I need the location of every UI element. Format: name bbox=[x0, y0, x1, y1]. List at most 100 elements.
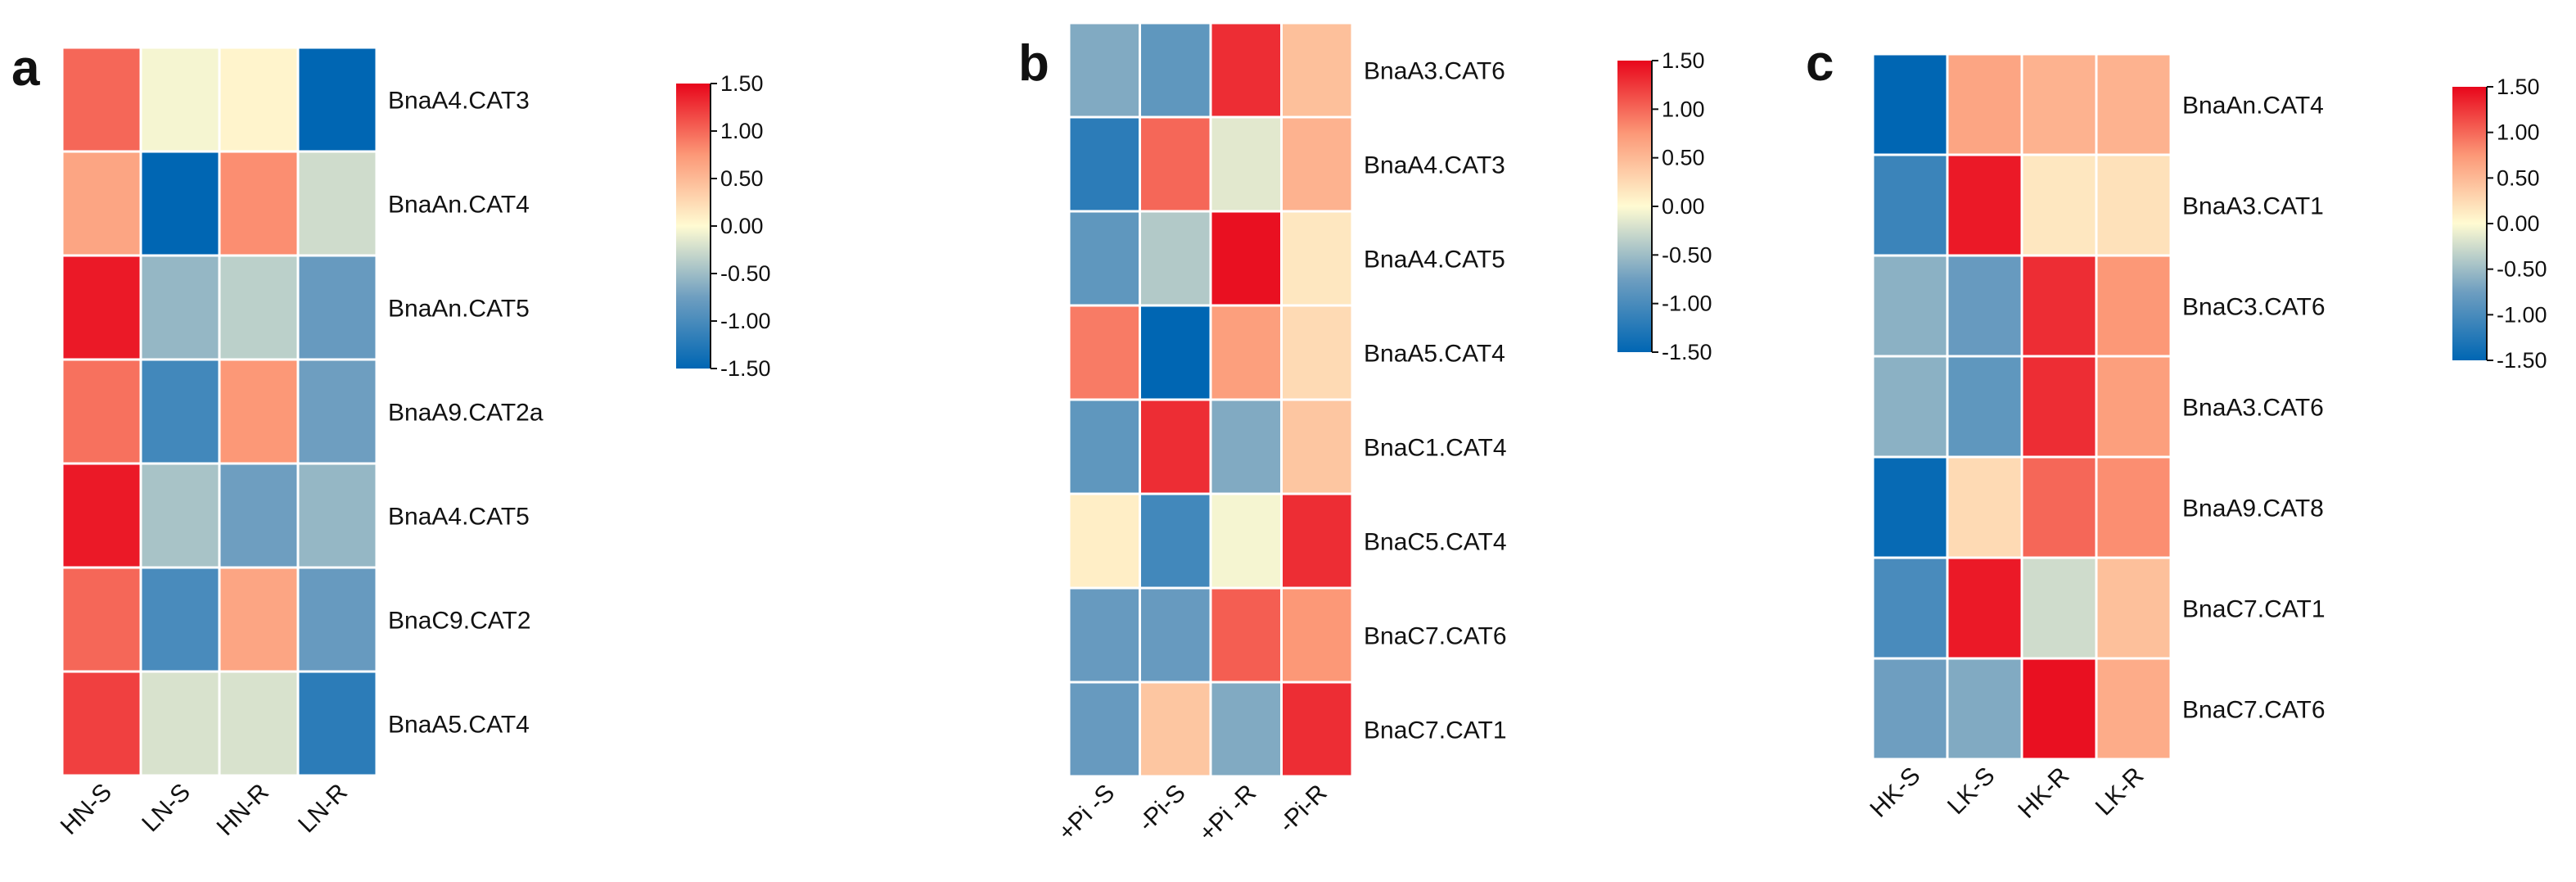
column-label: LK-S bbox=[1942, 762, 2001, 821]
heatmap-cell bbox=[218, 46, 300, 153]
heatmap-cell bbox=[1139, 492, 1212, 590]
heatmap-cell bbox=[139, 566, 221, 673]
row-labels: BnaAn.CAT4 BnaA3.CAT1 BnaC3.CAT6 BnaA3.CAT6… bbox=[2182, 93, 2326, 724]
column-label: -Pi-R bbox=[1274, 780, 1333, 839]
row-label: BnaA4.CAT5 bbox=[388, 504, 530, 531]
row-label: BnaAn.CAT5 bbox=[388, 296, 530, 323]
column-label: LN-S bbox=[137, 779, 196, 838]
color-scale-tick-label: -1.50 bbox=[2497, 348, 2547, 373]
row-labels: BnaA4.CAT3 BnaAn.CAT4 BnaAn.CAT5 BnaA9.CAT2… bbox=[388, 88, 544, 739]
heatmap-cell bbox=[1139, 681, 1212, 778]
heatmap-cell bbox=[1067, 492, 1141, 590]
heatmap-cell bbox=[1139, 115, 1212, 213]
color-scale-bar bbox=[2452, 87, 2487, 360]
heatmap-cell bbox=[1871, 657, 1949, 761]
heatmap-cell bbox=[139, 670, 221, 777]
heatmap-cell bbox=[2095, 52, 2172, 156]
heatmap-cell bbox=[1280, 210, 1354, 307]
heatmap-cell bbox=[2020, 254, 2098, 358]
panel-label: b bbox=[1018, 35, 1049, 92]
heatmap-cell bbox=[1067, 115, 1141, 213]
heatmap-cell bbox=[296, 566, 378, 673]
color-scale-bar bbox=[676, 84, 711, 369]
heatmap-panel-c: c BnaAn.CAT4 BnaA3.CAT1 BnaC3.CAT6 BnaA3.CA… bbox=[1806, 35, 2547, 824]
color-scale-tick-label: 1.00 bbox=[2497, 120, 2540, 145]
row-label: BnaC1.CAT4 bbox=[1364, 435, 1507, 462]
heatmap-cell bbox=[218, 670, 300, 777]
heatmap-cell bbox=[218, 254, 300, 361]
heatmap-cell bbox=[139, 254, 221, 361]
heatmap-cell bbox=[61, 254, 142, 361]
heatmap-cell bbox=[1209, 21, 1283, 119]
heatmap-cell bbox=[1946, 455, 2023, 559]
heatmap-cell bbox=[218, 566, 300, 673]
heatmap-cell bbox=[1067, 304, 1141, 401]
heatmap-cell bbox=[139, 462, 221, 569]
heatmap-cell bbox=[61, 670, 142, 777]
color-scale-tick-label: -0.50 bbox=[2497, 257, 2547, 282]
color-scale-tick-label: -1.00 bbox=[2497, 302, 2547, 327]
color-scale-tick-label: -1.50 bbox=[720, 356, 771, 381]
heatmap-cell bbox=[1871, 455, 1949, 559]
color-scale-tick-label: 1.50 bbox=[720, 71, 764, 96]
column-label: HK-S bbox=[1865, 762, 1925, 823]
heatmap-cell bbox=[61, 46, 142, 153]
heatmap-cell bbox=[1280, 586, 1354, 684]
heatmap-cell bbox=[1946, 153, 2023, 257]
row-label: BnaA3.CAT6 bbox=[2182, 395, 2324, 422]
heatmap-grid bbox=[61, 46, 378, 777]
heatmap-cell bbox=[296, 670, 378, 777]
row-label: BnaC9.CAT2 bbox=[388, 608, 531, 635]
row-label: BnaA4.CAT3 bbox=[388, 88, 530, 115]
row-label: BnaA9.CAT8 bbox=[2182, 495, 2324, 522]
heatmap-cell bbox=[1946, 52, 2023, 156]
column-label: HN-R bbox=[212, 779, 274, 841]
heatmap-cell bbox=[1209, 304, 1283, 401]
row-label: BnaC5.CAT4 bbox=[1364, 529, 1507, 556]
heatmap-cell bbox=[1209, 681, 1283, 778]
heatmap-cell bbox=[1139, 304, 1212, 401]
row-label: BnaC7.CAT6 bbox=[1364, 623, 1507, 650]
color-scale-tick-label: 1.00 bbox=[1662, 97, 1705, 121]
row-label: BnaAn.CAT4 bbox=[2182, 93, 2324, 120]
color-scale-tick-label: 1.50 bbox=[1662, 48, 1705, 73]
row-label: BnaC7.CAT6 bbox=[2182, 697, 2326, 724]
heatmap-cell bbox=[1209, 492, 1283, 590]
heatmap-cell bbox=[296, 150, 378, 257]
heatmap-cell bbox=[1280, 681, 1354, 778]
row-label: BnaA5.CAT4 bbox=[388, 712, 530, 739]
heatmap-cell bbox=[1871, 153, 1949, 257]
column-label: HN-S bbox=[56, 779, 117, 840]
color-scale-tick-label: 0.00 bbox=[1662, 194, 1705, 219]
color-scale-tick-label: 0.50 bbox=[1662, 146, 1705, 170]
column-label: HK-R bbox=[2013, 762, 2074, 824]
heatmap-cell bbox=[1139, 21, 1212, 119]
row-label: BnaA3.CAT1 bbox=[2182, 193, 2324, 220]
heatmap-cell bbox=[296, 46, 378, 153]
row-label: BnaA4.CAT5 bbox=[1364, 247, 1505, 274]
heatmap-cell bbox=[1209, 586, 1283, 684]
color-scale-tick-label: 1.50 bbox=[2497, 75, 2540, 99]
heatmap-cell bbox=[1280, 492, 1354, 590]
heatmap-cell bbox=[1209, 115, 1283, 213]
color-scale-tick-label: -1.00 bbox=[1662, 292, 1712, 316]
heatmap-cell bbox=[218, 358, 300, 465]
heatmap-grid bbox=[1871, 52, 2172, 761]
heatmap-grid bbox=[1067, 21, 1354, 778]
heatmap-cell bbox=[61, 566, 142, 673]
heatmap-cell bbox=[2095, 556, 2172, 660]
heatmap-cell bbox=[1139, 398, 1212, 495]
heatmap-panel-b: b BnaA3.CAT6 BnaA4.CAT3 BnaA4.CAT5 BnaA5.CA… bbox=[1018, 21, 1712, 847]
heatmap-cell bbox=[218, 150, 300, 257]
column-label: +Pi -S bbox=[1053, 780, 1121, 847]
row-label: BnaC7.CAT1 bbox=[2182, 596, 2326, 623]
heatmap-cell bbox=[1209, 210, 1283, 307]
heatmap-cell bbox=[61, 150, 142, 257]
heatmap-cell bbox=[1280, 304, 1354, 401]
heatmap-cell bbox=[2095, 455, 2172, 559]
heatmap-panel-a: a BnaA4.CAT3 BnaAn.CAT4 BnaAn.CAT5 BnaA9.CA… bbox=[11, 40, 771, 841]
heatmap-cell bbox=[296, 462, 378, 569]
row-label: BnaA4.CAT3 bbox=[1364, 152, 1505, 179]
color-scale-tick-label: -1.50 bbox=[1662, 340, 1712, 364]
